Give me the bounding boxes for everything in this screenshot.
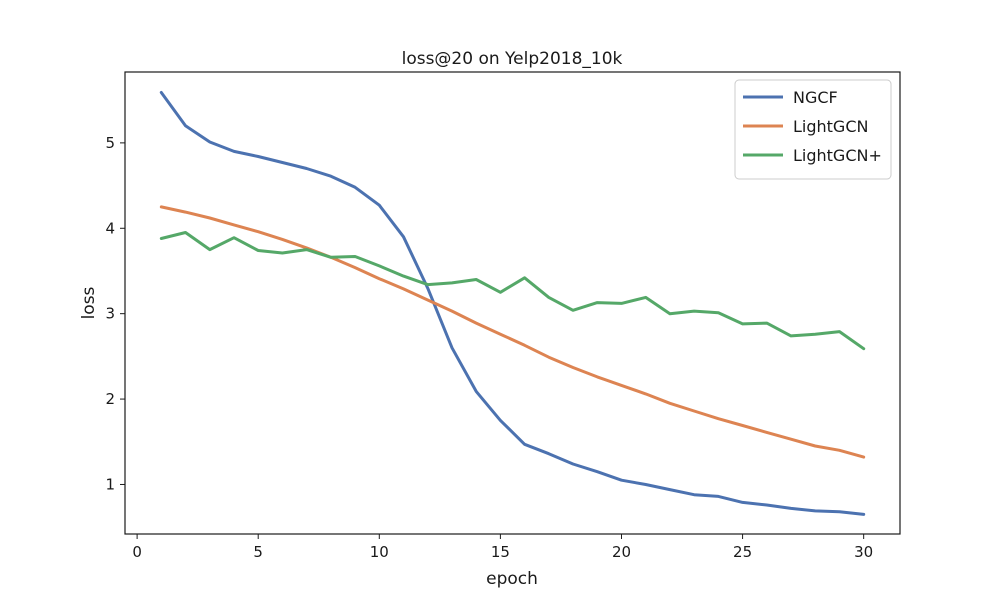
x-tick-label: 20 xyxy=(612,543,631,561)
legend-label: NGCF xyxy=(793,88,838,107)
plot-area xyxy=(159,91,866,516)
series-line-1 xyxy=(159,91,866,516)
x-tick-label: 5 xyxy=(253,543,263,561)
legend: NGCF LightGCN LightGCN+ xyxy=(734,79,892,180)
plot-frame xyxy=(124,71,901,535)
x-tick-label: 15 xyxy=(491,543,510,561)
x-tick-label: 10 xyxy=(370,543,389,561)
y-tick-label: 5 xyxy=(105,134,115,152)
y-tick-label: 1 xyxy=(105,475,115,493)
x-axis-label: epoch xyxy=(486,569,538,589)
legend-label: LightGCN xyxy=(793,117,868,136)
y-tick-label: 2 xyxy=(105,390,115,408)
legend-label: LightGCN+ xyxy=(793,146,882,165)
x-tick-label: 25 xyxy=(733,543,752,561)
y-tick-label: 3 xyxy=(105,305,115,323)
x-tick-label: 0 xyxy=(132,543,142,561)
series-line-3 xyxy=(159,231,866,351)
x-axis: 0 5 10 15 20 25 30 xyxy=(132,534,873,561)
y-tick-label: 4 xyxy=(105,219,115,237)
chart-title: loss@20 on Yelp2018_10k xyxy=(402,49,623,69)
y-axis: 1 2 3 4 5 xyxy=(105,134,125,493)
y-axis-label: loss xyxy=(79,286,99,319)
series-line-2 xyxy=(159,205,866,459)
x-tick-label: 30 xyxy=(854,543,873,561)
